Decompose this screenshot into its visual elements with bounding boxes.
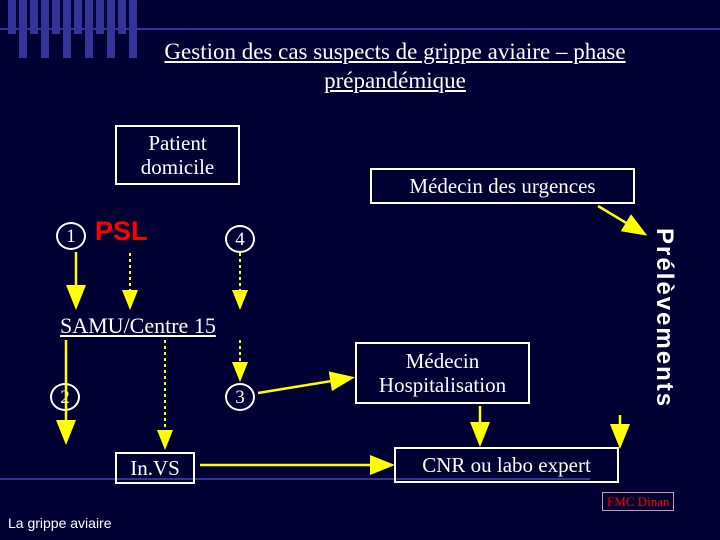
- node-medurg: Médecin des urgences: [370, 168, 635, 204]
- circle-3: 3: [225, 383, 255, 411]
- node-invs: In.VS: [115, 452, 195, 484]
- page-title: Gestion des cas suspects de grippe aviai…: [110, 38, 680, 96]
- node-patient: Patientdomicile: [115, 125, 240, 185]
- fmc-badge: FMC Dinan: [602, 492, 674, 511]
- node-cnr: CNR ou labo expert: [394, 447, 619, 483]
- hr-top: [0, 28, 720, 30]
- label-prelevements: Prélèvements: [650, 228, 678, 408]
- footer-text: La grippe aviaire: [8, 515, 112, 531]
- circle-1: 1: [56, 222, 86, 250]
- node-samu: SAMU/Centre 15: [60, 313, 216, 339]
- circle-2: 2: [50, 383, 80, 411]
- node-medhosp: MédecinHospitalisation: [355, 342, 530, 404]
- circle-4: 4: [225, 225, 255, 253]
- label-psl: PSL: [95, 216, 148, 247]
